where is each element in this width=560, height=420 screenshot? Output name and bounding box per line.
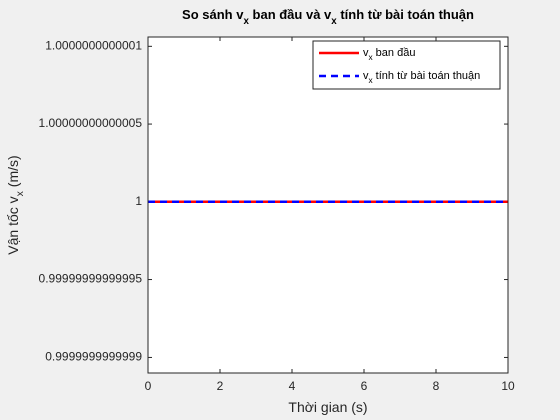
- x-tick-label: 2: [217, 379, 224, 393]
- y-axis-label: Vận tốc vx (m/s): [5, 155, 26, 254]
- y-tick-label: 0.99999999999995: [39, 272, 143, 286]
- x-tick-label: 0: [145, 379, 152, 393]
- legend-label: vx tính từ bài toán thuận: [363, 70, 480, 85]
- x-tick-label: 6: [361, 379, 368, 393]
- y-tick-label: 1.00000000000005: [39, 116, 143, 130]
- y-tick-label: 1: [135, 194, 142, 208]
- y-tick-label: 1.0000000000001: [45, 39, 142, 53]
- legend-box: [312, 40, 501, 90]
- x-tick-label: 8: [433, 379, 440, 393]
- x-tick-label: 10: [501, 379, 515, 393]
- x-axis-label: Thời gian (s): [288, 399, 367, 415]
- plot-area: [148, 37, 508, 373]
- axes-box: [147, 36, 509, 374]
- legend-label: vx ban đầu: [363, 47, 415, 62]
- x-tick-label: 4: [289, 379, 296, 393]
- y-tick-label: 0.9999999999999: [45, 350, 142, 364]
- chart-title: So sánh vx ban đầu và vx tính từ bài toá…: [182, 7, 474, 27]
